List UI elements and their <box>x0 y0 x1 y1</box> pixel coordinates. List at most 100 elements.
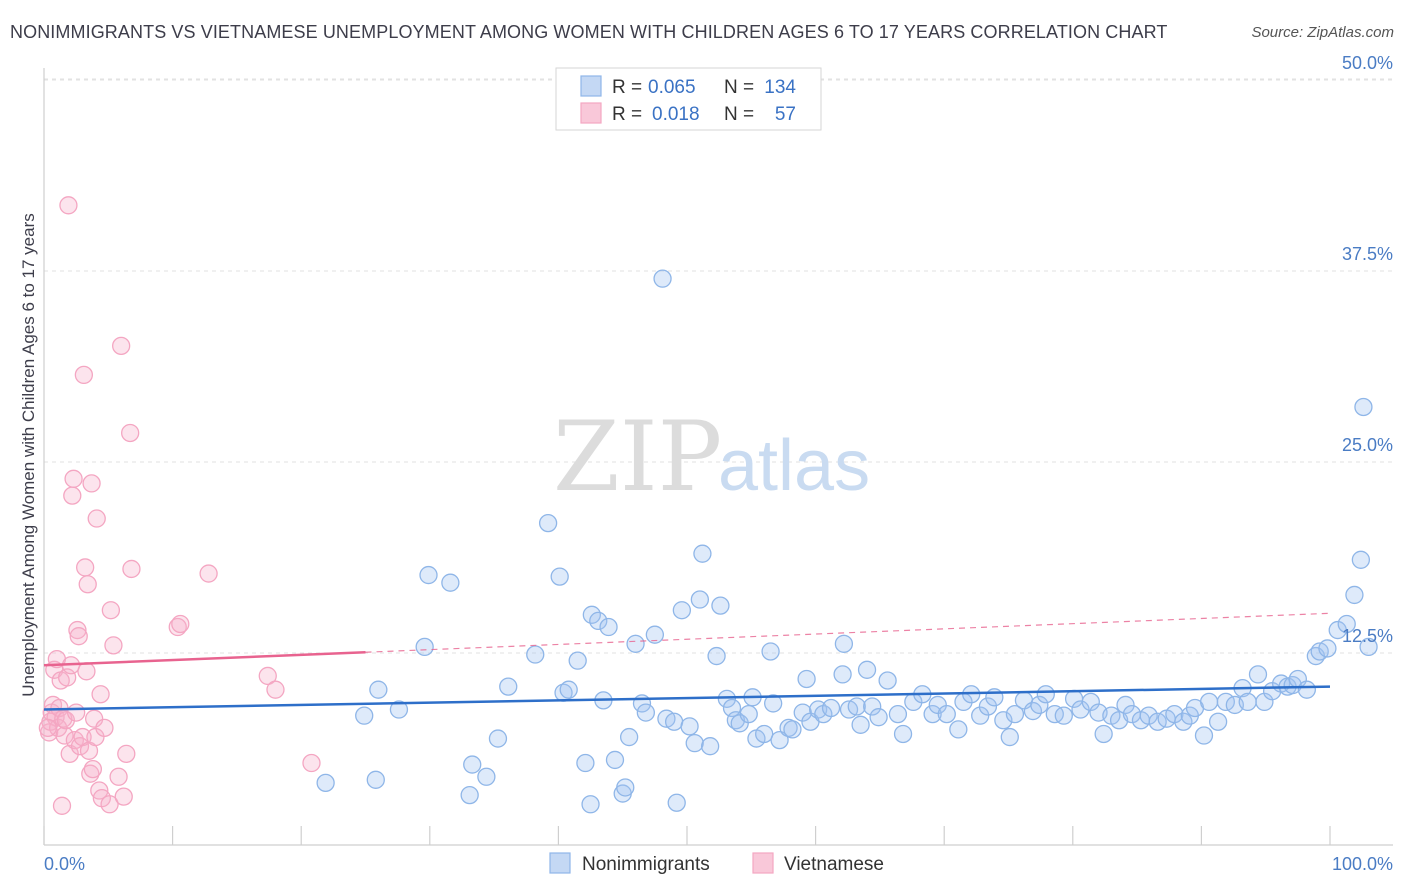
point-nonimmigrants-88 <box>1005 704 1025 724</box>
point-nonimmigrants-63 <box>821 698 841 718</box>
x-tick-label-min: 0.0% <box>44 854 85 874</box>
point-nonimmigrants-134 <box>1354 397 1373 417</box>
point-vietnamese-12 <box>55 726 74 745</box>
point-nonimmigrants-38 <box>680 717 699 736</box>
point-nonimmigrants-112 <box>1194 726 1214 745</box>
point-nonimmigrants-131 <box>1337 614 1356 634</box>
point-vietnamese-27 <box>76 558 95 577</box>
point-nonimmigrants-53 <box>761 642 780 661</box>
point-nonimmigrants-15 <box>550 567 569 586</box>
point-nonimmigrants-96 <box>1071 700 1090 719</box>
point-nonimmigrants-32 <box>645 625 664 644</box>
point-vietnamese-53 <box>258 666 277 686</box>
chart-title: NONIMMIGRANTS VS VIETNAMESE UNEMPLOYMENT… <box>10 22 1168 42</box>
point-nonimmigrants-24 <box>599 617 618 637</box>
point-nonimmigrants-17 <box>559 680 578 699</box>
point-nonimmigrants-12 <box>499 677 518 696</box>
point-nonimmigrants-69 <box>857 660 877 679</box>
point-nonimmigrants-92 <box>1036 685 1055 704</box>
point-nonimmigrants-20 <box>581 795 600 814</box>
point-vietnamese-26 <box>74 365 94 385</box>
point-nonimmigrants-10 <box>477 767 496 786</box>
point-vietnamese-45 <box>112 336 131 356</box>
point-vietnamese-16 <box>60 744 79 763</box>
point-nonimmigrants-118 <box>1238 692 1257 712</box>
point-vietnamese-52 <box>199 564 218 583</box>
point-vietnamese-55 <box>302 753 321 773</box>
bottom-legend-label-nonimmigrants: Nonimmigrants <box>582 854 710 875</box>
point-nonimmigrants-113 <box>1199 692 1219 712</box>
legend-r-label-2: R = <box>612 104 642 125</box>
legend-n-value-2: 57 <box>775 104 796 125</box>
stats-legend: R = 0.065 N = 134 R = 0.018 N = 57 <box>555 67 822 131</box>
point-nonimmigrants-74 <box>893 724 913 744</box>
watermark-zip: ZIP <box>553 401 722 513</box>
point-nonimmigrants-28 <box>619 727 639 747</box>
point-nonimmigrants-37 <box>672 601 692 620</box>
point-vietnamese-54 <box>266 680 285 699</box>
point-nonimmigrants-126 <box>1297 680 1317 699</box>
point-nonimmigrants-42 <box>700 737 720 756</box>
y-tick-labels: 12.5% 25.0% 37.5% 50.0% <box>1342 53 1393 646</box>
point-nonimmigrants-94 <box>1054 706 1073 725</box>
point-vietnamese-19 <box>64 469 83 488</box>
legend-swatch-nonimmigrants <box>580 75 602 97</box>
point-vietnamese-48 <box>121 423 140 443</box>
point-nonimmigrants-19 <box>576 753 595 773</box>
point-vietnamese-56 <box>38 718 58 738</box>
point-nonimmigrants-11 <box>488 729 508 748</box>
point-nonimmigrants-67 <box>847 697 866 716</box>
point-nonimmigrants-59 <box>797 669 816 689</box>
point-nonimmigrants-29 <box>626 634 645 653</box>
point-vietnamese-36 <box>87 509 106 528</box>
point-nonimmigrants-133 <box>1351 550 1371 569</box>
point-nonimmigrants-36 <box>667 793 686 812</box>
data-points <box>38 196 1378 815</box>
point-nonimmigrants-58 <box>793 703 812 722</box>
bottom-legend-swatch-nonimmigrants <box>549 852 571 874</box>
bottom-legend-label-vietnamese: Vietnamese <box>784 854 884 875</box>
point-nonimmigrants-64 <box>833 665 852 684</box>
point-nonimmigrants-65 <box>834 634 854 653</box>
point-vietnamese-46 <box>114 787 133 806</box>
y-tick-label-2: 37.5% <box>1342 244 1393 264</box>
point-nonimmigrants-14 <box>538 513 558 533</box>
series-vietnamese-points <box>38 196 321 815</box>
point-vietnamese-40 <box>95 718 114 738</box>
point-nonimmigrants-87 <box>1000 727 1019 747</box>
point-nonimmigrants-43 <box>707 646 726 666</box>
point-nonimmigrants-68 <box>851 715 870 734</box>
point-nonimmigrants-13 <box>526 645 545 664</box>
gridlines <box>44 78 1393 654</box>
point-vietnamese-33 <box>83 759 103 779</box>
point-nonimmigrants-71 <box>869 708 888 727</box>
trend-lines <box>43 612 1331 711</box>
point-nonimmigrants-22 <box>589 611 608 631</box>
watermark: ZIP atlas <box>553 401 870 513</box>
point-vietnamese-13 <box>56 711 76 730</box>
point-nonimmigrants-119 <box>1248 665 1268 684</box>
point-vietnamese-47 <box>117 744 136 763</box>
point-vietnamese-32 <box>82 474 101 493</box>
point-nonimmigrants-31 <box>636 703 655 722</box>
point-nonimmigrants-84 <box>978 697 998 716</box>
y-tick-label-1: 25.0% <box>1342 435 1393 455</box>
point-nonimmigrants-44 <box>711 596 730 615</box>
point-vietnamese-28 <box>77 662 96 681</box>
point-nonimmigrants-79 <box>937 704 956 724</box>
point-nonimmigrants-35 <box>664 712 684 731</box>
point-nonimmigrants-80 <box>949 720 968 739</box>
legend-n-label-1: N = <box>724 77 754 98</box>
point-nonimmigrants-57 <box>783 720 802 739</box>
legend-r-value-1: 0.065 <box>648 77 696 98</box>
point-vietnamese-51 <box>171 614 190 634</box>
point-nonimmigrants-6 <box>419 565 438 585</box>
point-nonimmigrants-0 <box>316 773 335 793</box>
trend-line-vietnamese-extension <box>365 612 1331 653</box>
point-nonimmigrants-40 <box>690 590 710 609</box>
point-nonimmigrants-25 <box>605 750 625 770</box>
y-axis-label: Unemployment Among Women with Children A… <box>19 213 38 697</box>
point-nonimmigrants-27 <box>616 778 635 797</box>
point-nonimmigrants-99 <box>1094 724 1113 744</box>
point-nonimmigrants-39 <box>685 734 704 753</box>
